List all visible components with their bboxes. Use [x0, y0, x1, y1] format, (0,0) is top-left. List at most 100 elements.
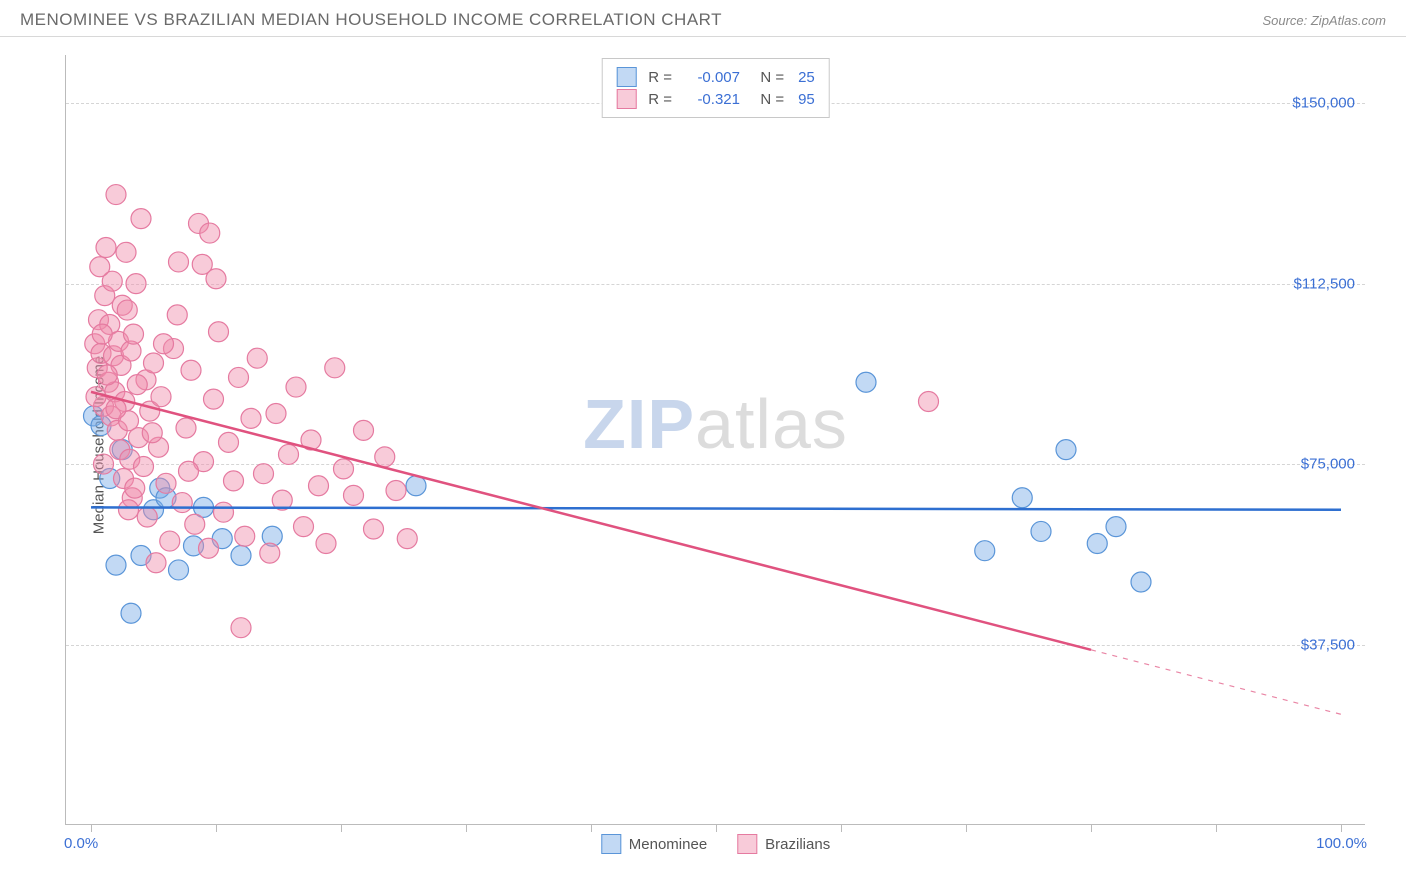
data-point	[209, 322, 229, 342]
data-point	[919, 392, 939, 412]
n-value-brazilians: 95	[798, 91, 815, 108]
data-point	[214, 502, 234, 522]
data-point	[179, 461, 199, 481]
chart-area: Median Household Income ZIPatlas R = -0.…	[20, 45, 1386, 845]
data-point	[94, 454, 114, 474]
data-point	[260, 543, 280, 563]
data-point	[192, 254, 212, 274]
data-point	[151, 387, 171, 407]
data-point	[97, 365, 117, 385]
data-point	[1056, 440, 1076, 460]
data-point	[286, 377, 306, 397]
data-point	[131, 209, 151, 229]
x-tick	[1091, 824, 1092, 832]
data-point	[142, 423, 162, 443]
data-point	[119, 500, 139, 520]
data-point	[247, 348, 267, 368]
data-point	[266, 404, 286, 424]
x-axis-max-label: 100.0%	[1316, 835, 1367, 852]
chart-header: MENOMINEE VS BRAZILIAN MEDIAN HOUSEHOLD …	[0, 0, 1406, 37]
n-label-2: N =	[752, 91, 784, 108]
n-label: N =	[752, 69, 784, 86]
data-point	[106, 555, 126, 575]
legend-label-menominee: Menominee	[629, 836, 707, 853]
x-tick	[91, 824, 92, 832]
data-point	[856, 372, 876, 392]
data-point	[231, 546, 251, 566]
data-point	[1106, 517, 1126, 537]
data-point	[90, 257, 110, 277]
data-point	[124, 324, 144, 344]
data-point	[137, 507, 157, 527]
swatch-pink-icon	[616, 89, 636, 109]
chart-title: MENOMINEE VS BRAZILIAN MEDIAN HOUSEHOLD …	[20, 10, 722, 30]
data-point	[204, 389, 224, 409]
x-tick	[341, 824, 342, 832]
data-point	[160, 531, 180, 551]
legend-item-menominee: Menominee	[601, 834, 707, 854]
data-point	[127, 375, 147, 395]
data-point	[121, 603, 141, 623]
x-tick	[216, 824, 217, 832]
data-point	[125, 478, 145, 498]
data-point	[235, 526, 255, 546]
data-point	[231, 618, 251, 638]
data-point	[200, 223, 220, 243]
data-point	[172, 493, 192, 513]
correlation-legend: R = -0.007 N = 25 R = -0.321 N = 95	[601, 58, 830, 118]
data-point	[354, 420, 374, 440]
data-point	[144, 353, 164, 373]
trend-line-extrapolated	[1091, 650, 1341, 714]
data-point	[1131, 572, 1151, 592]
data-point	[117, 300, 137, 320]
x-tick	[966, 824, 967, 832]
data-point	[86, 387, 106, 407]
legend-label-brazilians: Brazilians	[765, 836, 830, 853]
data-point	[116, 242, 136, 262]
data-point	[241, 408, 261, 428]
data-point	[146, 553, 166, 573]
data-point	[167, 305, 187, 325]
r-value-brazilians: -0.321	[680, 91, 740, 108]
x-axis-min-label: 0.0%	[64, 835, 98, 852]
data-point	[154, 334, 174, 354]
swatch-pink-icon	[737, 834, 757, 854]
data-point	[176, 418, 196, 438]
plot-region: ZIPatlas R = -0.007 N = 25 R = -0.321 N …	[65, 55, 1365, 825]
data-point	[169, 560, 189, 580]
data-point	[181, 360, 201, 380]
chart-container: MENOMINEE VS BRAZILIAN MEDIAN HOUSEHOLD …	[0, 0, 1406, 892]
data-point	[325, 358, 345, 378]
data-point	[96, 238, 116, 258]
x-tick	[716, 824, 717, 832]
legend-item-brazilians: Brazilians	[737, 834, 830, 854]
data-point	[975, 541, 995, 561]
data-point	[316, 533, 336, 553]
data-point	[92, 324, 112, 344]
legend-row-brazilians: R = -0.321 N = 95	[616, 89, 815, 109]
data-point	[364, 519, 384, 539]
source-attribution: Source: ZipAtlas.com	[1262, 13, 1386, 28]
data-point	[169, 252, 189, 272]
data-point	[106, 399, 126, 419]
data-point	[375, 447, 395, 467]
trend-line	[91, 392, 1091, 650]
swatch-blue-icon	[601, 834, 621, 854]
r-value-menominee: -0.007	[680, 69, 740, 86]
data-point	[229, 367, 249, 387]
scatter-svg	[66, 55, 1365, 824]
data-point	[309, 476, 329, 496]
data-point	[397, 529, 417, 549]
swatch-blue-icon	[616, 67, 636, 87]
data-point	[1012, 488, 1032, 508]
data-point	[279, 444, 299, 464]
x-tick	[591, 824, 592, 832]
data-point	[224, 471, 244, 491]
legend-row-menominee: R = -0.007 N = 25	[616, 67, 815, 87]
data-point	[334, 459, 354, 479]
data-point	[185, 514, 205, 534]
data-point	[1087, 533, 1107, 553]
series-legend: Menominee Brazilians	[601, 834, 830, 854]
data-point	[294, 517, 314, 537]
data-point	[126, 274, 146, 294]
